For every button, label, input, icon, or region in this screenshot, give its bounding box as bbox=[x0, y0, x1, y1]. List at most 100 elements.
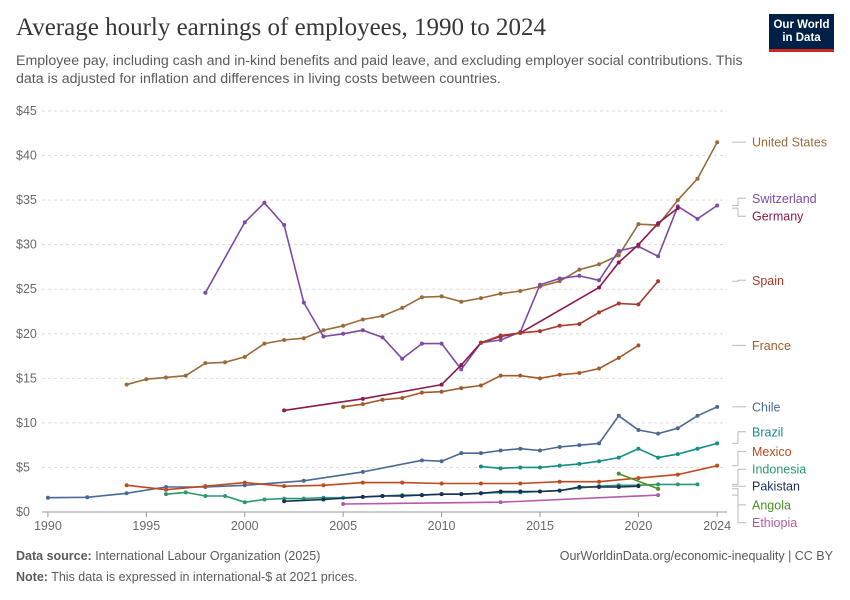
y-tick-label: $35 bbox=[16, 193, 37, 207]
data-point bbox=[203, 361, 208, 366]
data-point bbox=[577, 485, 582, 490]
series-line bbox=[204, 202, 718, 371]
data-point bbox=[557, 276, 562, 281]
data-point bbox=[538, 376, 543, 381]
data-point bbox=[656, 493, 661, 498]
owid-logo[interactable]: Our World in Data bbox=[769, 14, 834, 52]
data-point bbox=[341, 501, 346, 506]
y-tick-label: $5 bbox=[16, 460, 30, 474]
data-point bbox=[538, 465, 543, 470]
data-point bbox=[675, 482, 680, 487]
series-label-pakistan: Pakistan bbox=[752, 480, 800, 494]
data-point bbox=[183, 373, 188, 378]
data-point bbox=[360, 469, 365, 474]
data-source: Data source: International Labour Organi… bbox=[16, 549, 320, 563]
data-point bbox=[577, 267, 582, 272]
data-point bbox=[656, 431, 661, 436]
data-point bbox=[636, 302, 641, 307]
data-point bbox=[636, 446, 641, 451]
data-point bbox=[459, 451, 464, 456]
data-point bbox=[597, 479, 602, 484]
y-tick-label: $0 bbox=[16, 505, 30, 519]
data-point bbox=[262, 200, 267, 205]
data-point bbox=[262, 341, 267, 346]
x-tick-label: 1990 bbox=[34, 519, 62, 533]
data-point bbox=[223, 493, 228, 498]
series-line bbox=[283, 207, 679, 412]
data-point bbox=[656, 482, 661, 487]
data-point bbox=[124, 491, 129, 496]
y-tick-label: $30 bbox=[16, 238, 37, 252]
data-point bbox=[341, 331, 346, 336]
data-point bbox=[498, 489, 503, 494]
data-point bbox=[577, 461, 582, 466]
data-point bbox=[341, 404, 346, 409]
series-spain bbox=[478, 279, 661, 345]
x-tick-label: 2020 bbox=[625, 519, 653, 533]
series-labels: United States Switzerland Germany Spain Fran… bbox=[732, 136, 827, 530]
data-point bbox=[498, 500, 503, 505]
x-tick-label: 2015 bbox=[526, 519, 554, 533]
data-point bbox=[597, 262, 602, 267]
data-point bbox=[498, 338, 503, 343]
source-text[interactable]: International Labour Organization (2025) bbox=[91, 549, 321, 563]
label-leader-line bbox=[732, 197, 746, 206]
y-tick-label: $15 bbox=[16, 371, 37, 385]
data-point bbox=[439, 294, 444, 299]
data-point bbox=[616, 355, 621, 360]
data-point bbox=[439, 492, 444, 497]
data-point bbox=[439, 481, 444, 486]
label-leader-line bbox=[732, 494, 746, 524]
data-point bbox=[518, 373, 523, 378]
data-point bbox=[419, 458, 424, 463]
data-point bbox=[419, 493, 424, 498]
data-point bbox=[695, 216, 700, 221]
data-point bbox=[242, 500, 247, 505]
series-line bbox=[480, 442, 718, 470]
x-tick-label: 2024 bbox=[703, 519, 731, 533]
data-point bbox=[636, 476, 641, 481]
x-tick-label: 2010 bbox=[428, 519, 456, 533]
data-point bbox=[164, 487, 169, 492]
series-label-switzerland: Switzerland bbox=[752, 192, 817, 206]
gridlines bbox=[42, 110, 727, 468]
data-point bbox=[380, 397, 385, 402]
data-point bbox=[538, 329, 543, 334]
data-point bbox=[577, 321, 582, 326]
series-label-chile: Chile bbox=[752, 400, 781, 414]
data-point bbox=[400, 305, 405, 310]
data-point bbox=[616, 485, 621, 490]
data-point bbox=[400, 480, 405, 485]
data-point bbox=[45, 495, 50, 500]
data-point bbox=[183, 490, 188, 495]
data-point bbox=[321, 483, 326, 488]
data-point bbox=[301, 478, 306, 483]
data-point bbox=[419, 295, 424, 300]
data-point bbox=[380, 313, 385, 318]
data-point bbox=[360, 396, 365, 401]
data-point bbox=[360, 317, 365, 322]
data-point bbox=[203, 493, 208, 498]
data-point bbox=[656, 254, 661, 259]
data-point bbox=[577, 370, 582, 375]
label-leader-line bbox=[732, 279, 746, 282]
data-point bbox=[478, 296, 483, 301]
series-line bbox=[343, 344, 639, 408]
data-point bbox=[518, 481, 523, 486]
data-point bbox=[478, 491, 483, 496]
series-lines bbox=[45, 140, 720, 506]
data-point bbox=[459, 492, 464, 497]
data-point bbox=[616, 455, 621, 460]
data-point bbox=[597, 278, 602, 283]
chart-title: Average hourly earnings of employees, 19… bbox=[16, 14, 546, 41]
data-point bbox=[577, 443, 582, 448]
data-point bbox=[439, 389, 444, 394]
credit-link[interactable]: OurWorldinData.org/economic-inequality |… bbox=[559, 549, 833, 563]
data-point bbox=[242, 480, 247, 485]
data-point bbox=[380, 335, 385, 340]
note-text: This data is expressed in international-… bbox=[47, 570, 358, 584]
series-brazil bbox=[478, 441, 720, 471]
data-point bbox=[301, 300, 306, 305]
data-point bbox=[282, 408, 287, 413]
data-point bbox=[636, 222, 641, 227]
